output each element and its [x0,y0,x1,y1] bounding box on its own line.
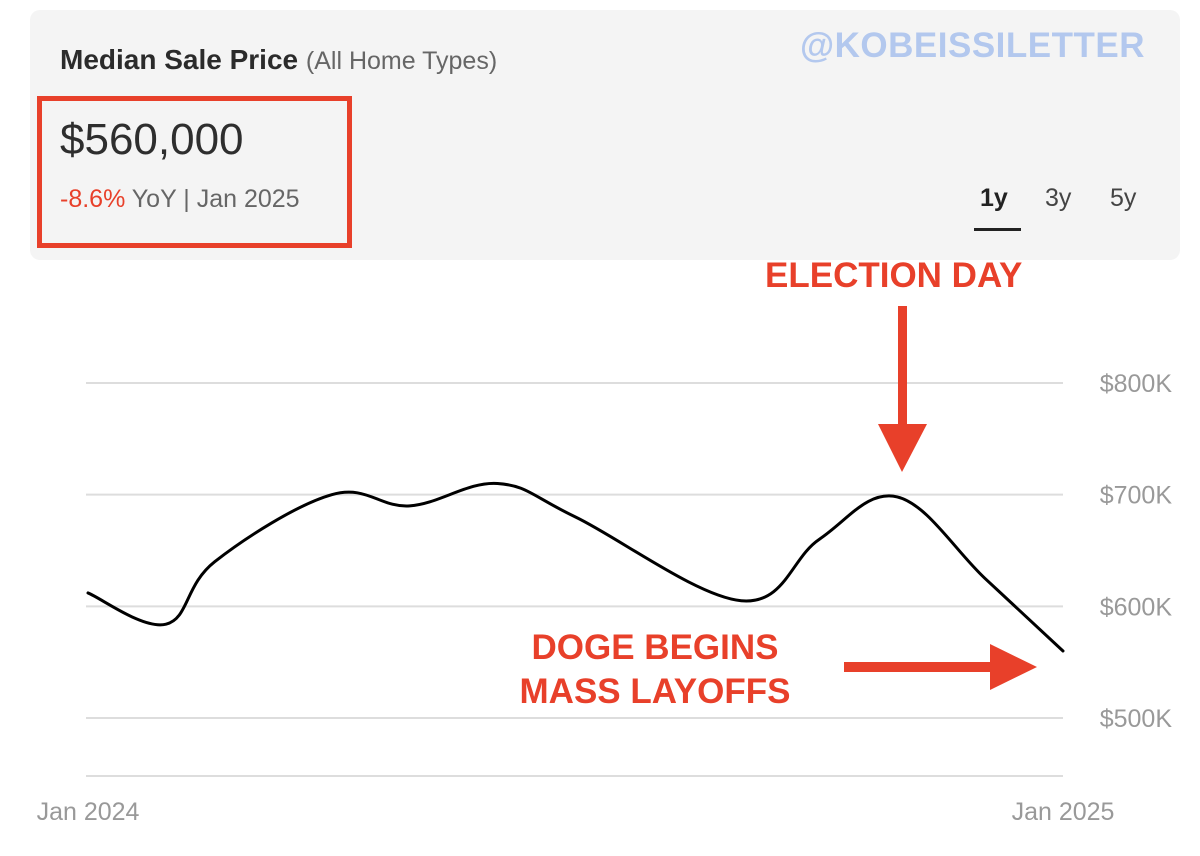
x-tick-end: Jan 2025 [1012,798,1115,826]
change-percent: -8.6% [60,185,126,213]
election-day-arrow [878,306,927,472]
doge-arrow [844,644,1037,690]
tab-3y[interactable]: 3y [1045,184,1072,212]
y-tick-label: $500K [1100,705,1173,733]
x-tick-start: Jan 2024 [37,798,140,826]
y-tick-label: $800K [1100,370,1173,398]
change-period: YoY | Jan 2025 [125,185,300,213]
title-subtitle: (All Home Types) [305,47,498,75]
range-tabs: 1y 3y 5y [960,178,1160,238]
title-main: Median Sale Price [60,44,299,75]
tab-active-underline [974,228,1021,231]
series-line [86,481,1065,653]
y-tick-label: $600K [1100,593,1173,621]
doge-label-line2: MASS LAYOFFS [519,672,791,711]
yoy-change: -8.6% YoY | Jan 2025 [60,185,300,214]
price-highlight-box [37,96,352,248]
chart-title: Median Sale Price (All Home Types) [60,44,497,76]
summary-card [30,10,1180,260]
y-axis-ticks: $500K $600K $700K $800K [1100,370,1173,733]
doge-label-line1: DOGE BEGINS [531,628,779,667]
current-price: $560,000 [60,115,244,164]
tab-1y[interactable]: 1y [980,184,1008,212]
tab-5y[interactable]: 5y [1110,184,1137,212]
watermark: @KOBEISSILETTER [800,26,1145,65]
election-day-label: ELECTION DAY [765,256,1023,295]
y-tick-label: $700K [1100,482,1173,510]
